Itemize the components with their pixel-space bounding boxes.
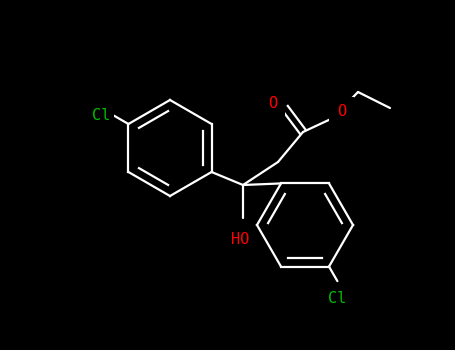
Text: Cl: Cl	[328, 291, 347, 306]
Text: O: O	[268, 97, 277, 112]
Text: Cl: Cl	[91, 108, 110, 123]
Text: HO: HO	[231, 232, 249, 247]
Text: O: O	[337, 105, 346, 119]
